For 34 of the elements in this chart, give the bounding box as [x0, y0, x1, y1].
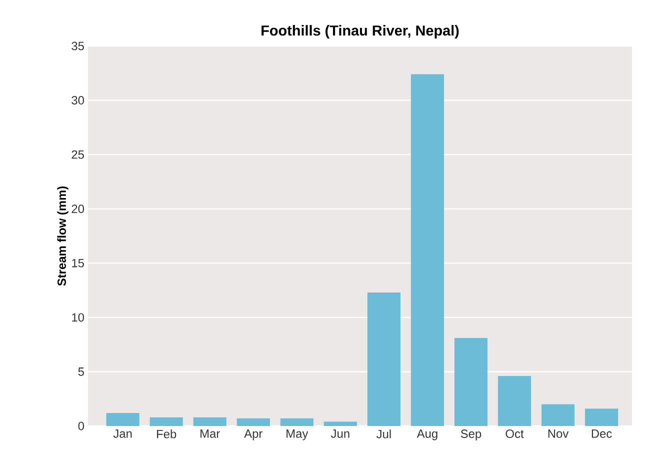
y-axis-title: Stream flow (mm) — [57, 186, 68, 286]
bar — [324, 422, 357, 426]
x-tick-label: Oct — [506, 430, 524, 438]
y-tick-label: 25 — [72, 150, 84, 159]
bar — [454, 338, 488, 426]
x-tick-label: Jun — [330, 430, 350, 438]
bar — [410, 74, 444, 426]
bar — [193, 417, 226, 426]
bar — [541, 404, 575, 426]
x-tick-label: Jan — [113, 430, 132, 438]
chart-title: Foothills (Tinau River, Nepal) — [262, 25, 459, 38]
x-tick-label: Mar — [200, 430, 220, 438]
bar — [498, 376, 532, 426]
x-tick-label: Feb — [157, 430, 176, 438]
bar — [236, 418, 270, 426]
bar — [585, 408, 618, 426]
y-tick-label: 30 — [72, 96, 84, 105]
x-tick-label: Nov — [548, 430, 569, 438]
y-tick-label: 5 — [78, 368, 84, 376]
bar — [106, 412, 140, 426]
bar — [150, 417, 183, 426]
y-tick-label: 0 — [78, 422, 84, 430]
x-tick-label: Aug — [416, 430, 438, 440]
x-tick-label: Jul — [376, 430, 391, 438]
x-tick-label: Sep — [460, 430, 482, 440]
y-tick-label: 10 — [72, 313, 84, 322]
x-tick-label: May — [286, 430, 308, 440]
y-tick-label: 15 — [72, 258, 84, 268]
bar — [367, 292, 400, 426]
x-tick-label: Dec — [592, 430, 612, 438]
bar — [280, 418, 314, 426]
x-tick-label: Apr — [244, 430, 262, 440]
y-tick-label: 35 — [72, 42, 84, 50]
y-tick-label: 20 — [72, 204, 84, 214]
